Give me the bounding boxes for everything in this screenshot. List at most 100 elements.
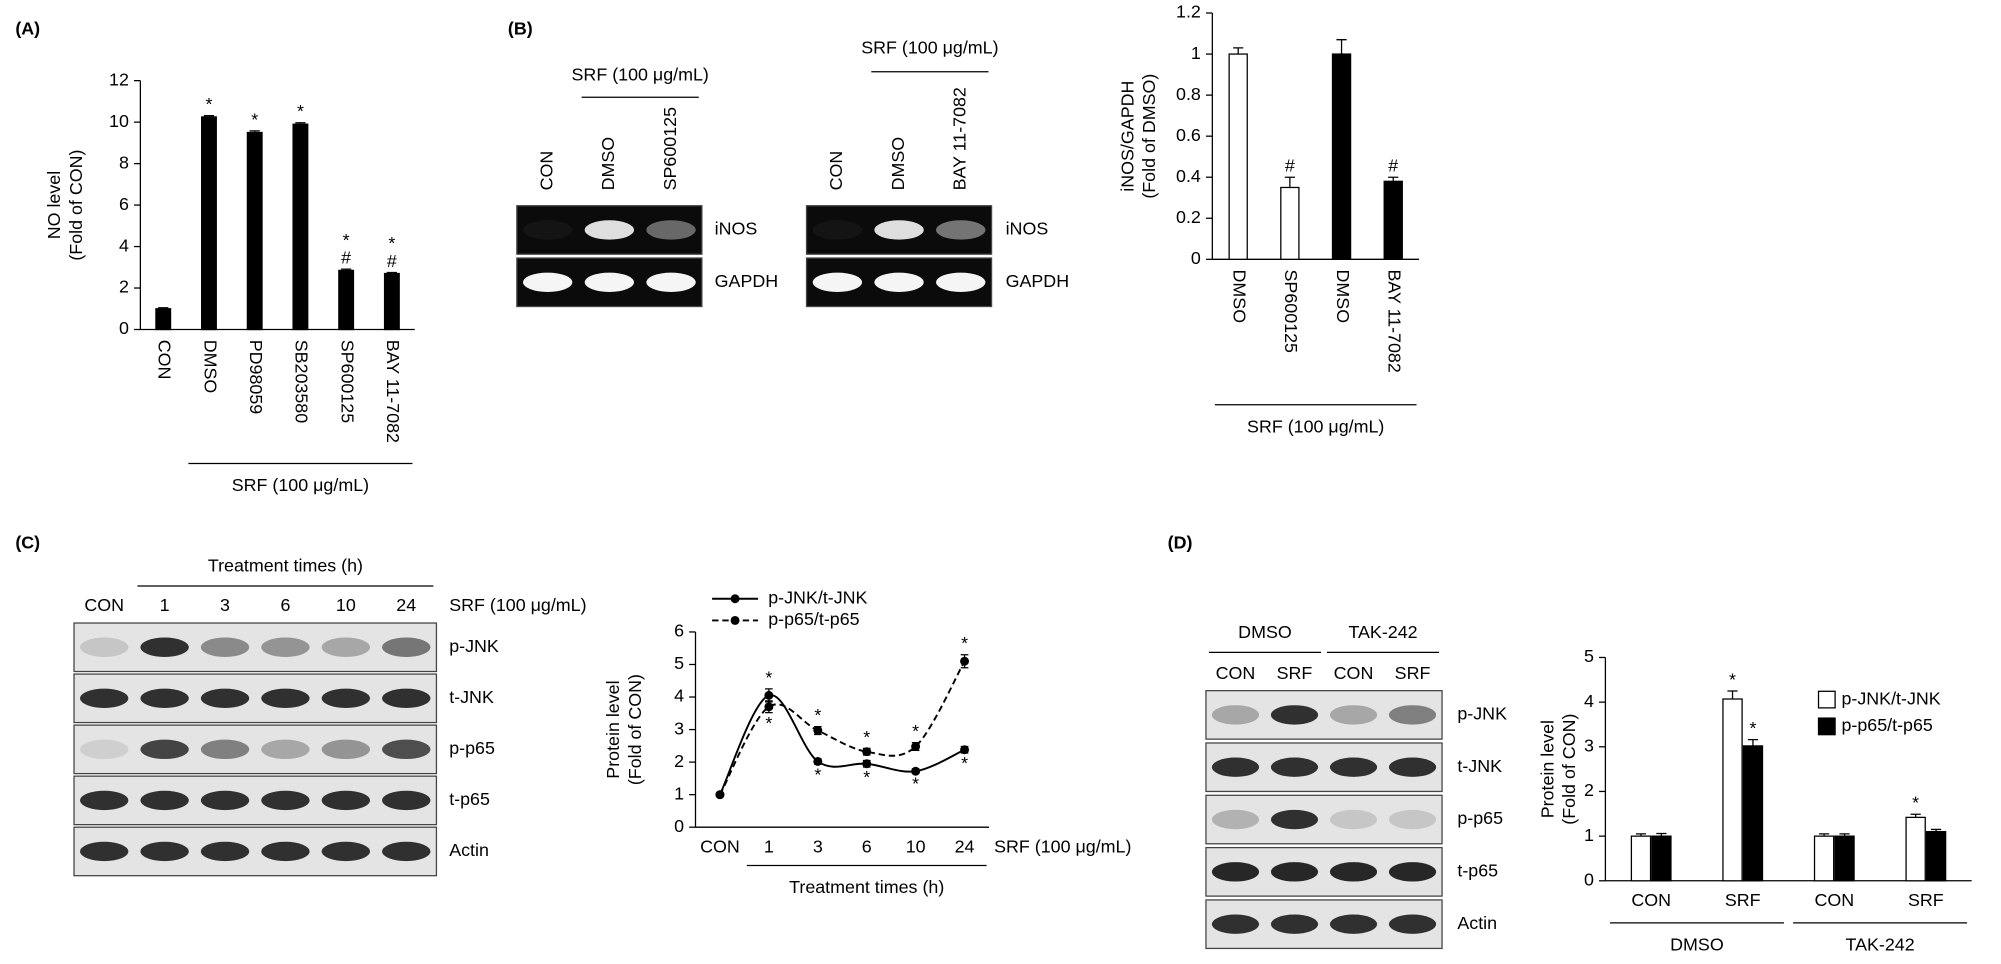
blot-band	[646, 272, 696, 292]
annotation: #	[387, 251, 397, 271]
group-label: SRF (100 μg/mL)	[1247, 416, 1384, 436]
blot-band	[1211, 809, 1260, 830]
y-axis-label: Protein level	[603, 680, 623, 778]
blot-band	[1211, 705, 1260, 725]
series-line	[719, 694, 965, 796]
point	[911, 742, 921, 751]
x-tick-label: CON	[1631, 890, 1671, 910]
blot-group: TAK-242	[1348, 622, 1417, 642]
x-tick-label: CON	[155, 340, 175, 380]
row-label: iNOS	[715, 219, 758, 239]
side-label: SRF (100 μg/mL)	[449, 595, 586, 615]
error-bar	[1233, 47, 1244, 55]
blot-strip	[73, 622, 438, 673]
bar	[201, 116, 217, 331]
group-label: DMSO	[1670, 935, 1724, 955]
x-tick-label: 6	[862, 836, 872, 856]
y-tick-label: 0	[1584, 870, 1594, 890]
blot-band	[1211, 914, 1260, 934]
blot-band	[80, 637, 129, 657]
annotation: *	[814, 705, 821, 725]
annotation: *	[961, 753, 968, 773]
y-tick-label: 1	[1584, 825, 1594, 845]
x-tick-label: BAY 11-7082	[1385, 270, 1405, 373]
x-tick-label: DMSO	[1333, 270, 1353, 324]
annotation: *	[912, 774, 919, 794]
y-tick-label: 4	[674, 686, 684, 706]
annotation: *	[765, 667, 772, 687]
lane-label: CON	[84, 595, 124, 615]
blot-band	[1388, 914, 1437, 934]
panel-label: (D)	[1168, 533, 1193, 553]
x-tick-label: DMSO	[1229, 270, 1249, 324]
blot-band	[200, 739, 250, 760]
y-tick-label: 0	[674, 816, 684, 836]
point	[862, 759, 872, 769]
blot-band	[1211, 862, 1260, 882]
blot-band	[523, 220, 573, 240]
blot-band	[584, 272, 635, 292]
blot-strip	[73, 775, 438, 826]
blot-band	[261, 637, 310, 657]
point	[960, 656, 970, 666]
y-tick-label: 0.6	[1176, 125, 1201, 145]
legend-swatch	[1817, 717, 1836, 736]
annotation: #	[1388, 156, 1398, 176]
lane-label: 10	[336, 595, 356, 615]
annotation: *	[1729, 669, 1736, 689]
blot-band	[1270, 757, 1319, 777]
y-axis-label: iNOS/GAPDH	[1117, 81, 1137, 192]
blot-band	[936, 272, 986, 292]
blot-band	[200, 688, 250, 709]
blot-band	[1270, 809, 1319, 830]
blot-strip	[73, 724, 438, 775]
bar	[1280, 186, 1300, 260]
y-tick-label: 12	[109, 69, 129, 89]
x-tick-label: SRF	[1908, 890, 1944, 910]
bar	[246, 131, 263, 331]
row-label: Actin	[449, 840, 489, 860]
bar	[1834, 835, 1855, 882]
y-tick-label: 10	[109, 111, 129, 131]
x-tick-label: 24	[955, 836, 975, 856]
x-tick-label: SP600125	[1281, 270, 1301, 353]
blot-band	[1388, 705, 1437, 725]
y-axis-label: (Fold of CON)	[66, 149, 86, 260]
blot-group: DMSO	[1238, 622, 1292, 642]
blot-band	[140, 637, 189, 657]
y-axis-label: NO level	[44, 171, 64, 239]
blot-band	[1388, 809, 1437, 830]
blot-band	[200, 637, 250, 657]
y-tick-label: 3	[674, 718, 684, 738]
y-tick-label: 8	[119, 152, 129, 172]
blot-band	[584, 220, 635, 240]
bar	[155, 308, 172, 331]
bar	[1651, 835, 1672, 882]
lane-label: SRF	[1277, 663, 1313, 683]
lane-label: BAY 11-7082	[949, 87, 969, 190]
point	[764, 702, 774, 712]
annotation: *	[912, 721, 919, 741]
error-bar	[1388, 176, 1399, 182]
row-label: t-p65	[449, 789, 490, 809]
annotation: *	[1749, 718, 1756, 738]
y-axis-label: Protein level	[1537, 720, 1557, 818]
y-tick-label: 5	[1584, 646, 1594, 666]
y-tick-label: 2	[674, 751, 684, 771]
y-tick-label: 6	[119, 194, 129, 214]
blot-band	[80, 688, 129, 709]
x-tick-label: 3	[813, 836, 823, 856]
x-tick-label: BAY 11-7082	[383, 340, 403, 443]
y-tick-label: 1	[1191, 43, 1201, 63]
annotation: #	[341, 248, 351, 268]
blot-band	[812, 220, 863, 240]
bar	[1228, 53, 1248, 260]
y-axis-label: (Fold of CON)	[625, 674, 645, 785]
y-tick-label: 3	[1584, 736, 1594, 756]
blot-band	[261, 688, 310, 709]
bar	[1905, 816, 1926, 882]
point	[715, 790, 725, 800]
error-bar	[1747, 739, 1759, 746]
